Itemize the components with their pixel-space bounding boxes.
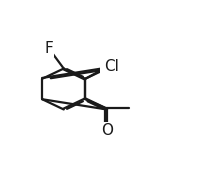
Text: F: F xyxy=(44,41,53,56)
Text: O: O xyxy=(102,123,113,138)
Text: N: N xyxy=(101,61,113,76)
Text: Cl: Cl xyxy=(104,59,119,74)
